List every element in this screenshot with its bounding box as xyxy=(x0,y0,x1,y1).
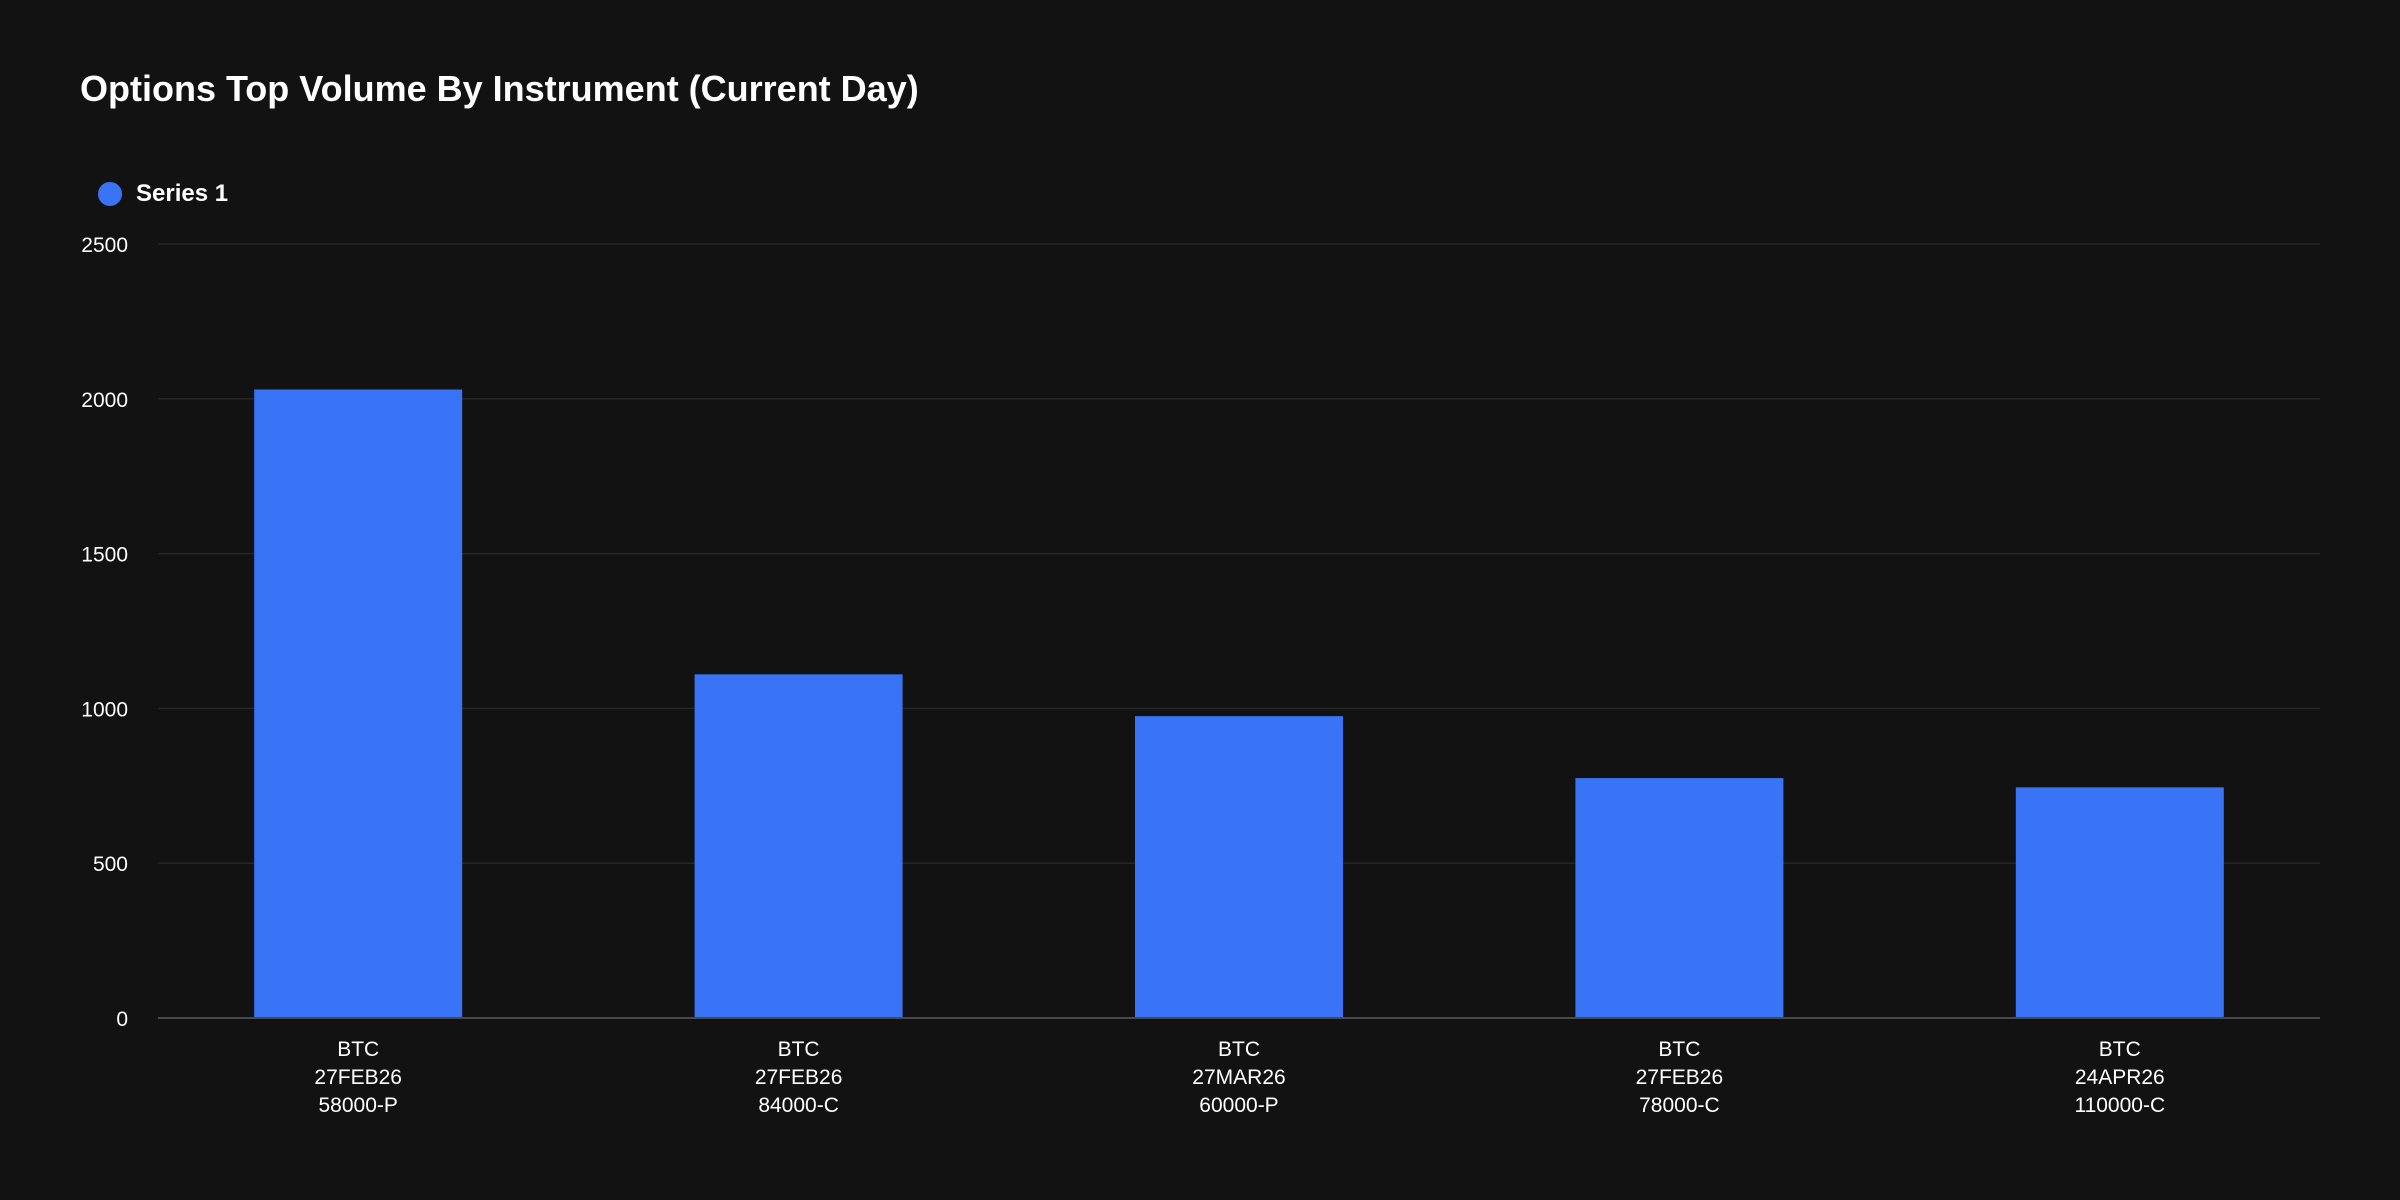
x-tick-label-line: 60000-P xyxy=(1199,1094,1278,1117)
chart-title: Options Top Volume By Instrument (Curren… xyxy=(80,68,919,109)
x-tick-label-line: 84000-C xyxy=(758,1094,839,1117)
x-tick-label-line: 78000-C xyxy=(1639,1094,1720,1117)
x-tick-label-line: 27FEB26 xyxy=(1636,1066,1724,1089)
x-tick-label-line: BTC xyxy=(1218,1038,1260,1061)
x-tick-label: BTC 27FEB26 84000-C xyxy=(755,1038,843,1117)
legend-swatch-series-1 xyxy=(98,182,122,206)
y-tick-label: 2000 xyxy=(81,389,128,412)
legend[interactable]: Series 1 xyxy=(98,180,228,208)
x-tick-label-line: 110000-C xyxy=(2074,1094,2165,1117)
x-tick-label-line: BTC xyxy=(778,1038,820,1061)
x-tick-label-line: BTC xyxy=(1658,1038,1700,1061)
bars xyxy=(254,389,2224,1019)
x-tick-label-line: 58000-P xyxy=(318,1094,397,1117)
bar[interactable] xyxy=(1575,778,1784,1018)
x-tick-label-line: BTC xyxy=(2099,1038,2141,1061)
bar[interactable] xyxy=(254,389,463,1019)
x-tick-label-line: 27FEB26 xyxy=(755,1066,843,1089)
y-tick-label: 2500 xyxy=(81,234,128,257)
y-tick-label: 0 xyxy=(116,1008,128,1031)
x-tick-label: BTC 27FEB26 78000-C xyxy=(1636,1038,1724,1117)
x-tick-label-line: 27FEB26 xyxy=(314,1066,402,1089)
x-tick-label-line: 24APR26 xyxy=(2075,1066,2165,1089)
x-tick-label: BTC 27FEB26 58000-P xyxy=(314,1038,402,1117)
x-tick-label-line: BTC xyxy=(337,1038,379,1061)
y-tick-label: 1500 xyxy=(81,544,128,567)
legend-label-series-1: Series 1 xyxy=(136,180,229,207)
x-tick-label: BTC 27MAR26 60000-P xyxy=(1192,1038,1285,1117)
x-axis-labels: BTC 27FEB26 58000-P BTC 27FEB26 84000-C BTC 27M… xyxy=(314,1038,2165,1117)
bar[interactable] xyxy=(1135,716,1343,1018)
bar[interactable] xyxy=(2015,787,2224,1018)
y-axis-ticks: 0 500 1000 1500 2000 2500 xyxy=(81,234,128,1031)
grid-lines xyxy=(158,243,2320,864)
y-tick-label: 500 xyxy=(93,853,128,876)
x-tick-label-line: 27MAR26 xyxy=(1192,1066,1285,1089)
bar[interactable] xyxy=(694,674,903,1018)
y-tick-label: 1000 xyxy=(81,698,128,721)
x-tick-label: BTC 24APR26 110000-C xyxy=(2074,1038,2165,1117)
